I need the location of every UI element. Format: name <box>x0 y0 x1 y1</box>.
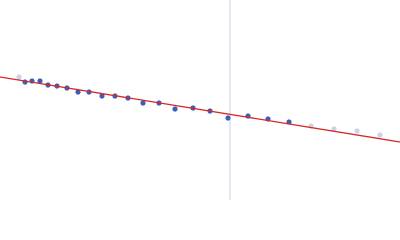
data-point <box>172 106 178 112</box>
chart <box>0 0 400 200</box>
data-point <box>331 126 337 132</box>
data-point <box>37 78 43 84</box>
data-point <box>377 132 383 138</box>
data-point <box>99 93 105 99</box>
data-point <box>75 89 81 95</box>
fit-line <box>0 76 400 143</box>
data-point <box>140 100 146 106</box>
data-point <box>354 128 360 134</box>
data-point <box>225 115 231 121</box>
data-point <box>16 74 22 80</box>
